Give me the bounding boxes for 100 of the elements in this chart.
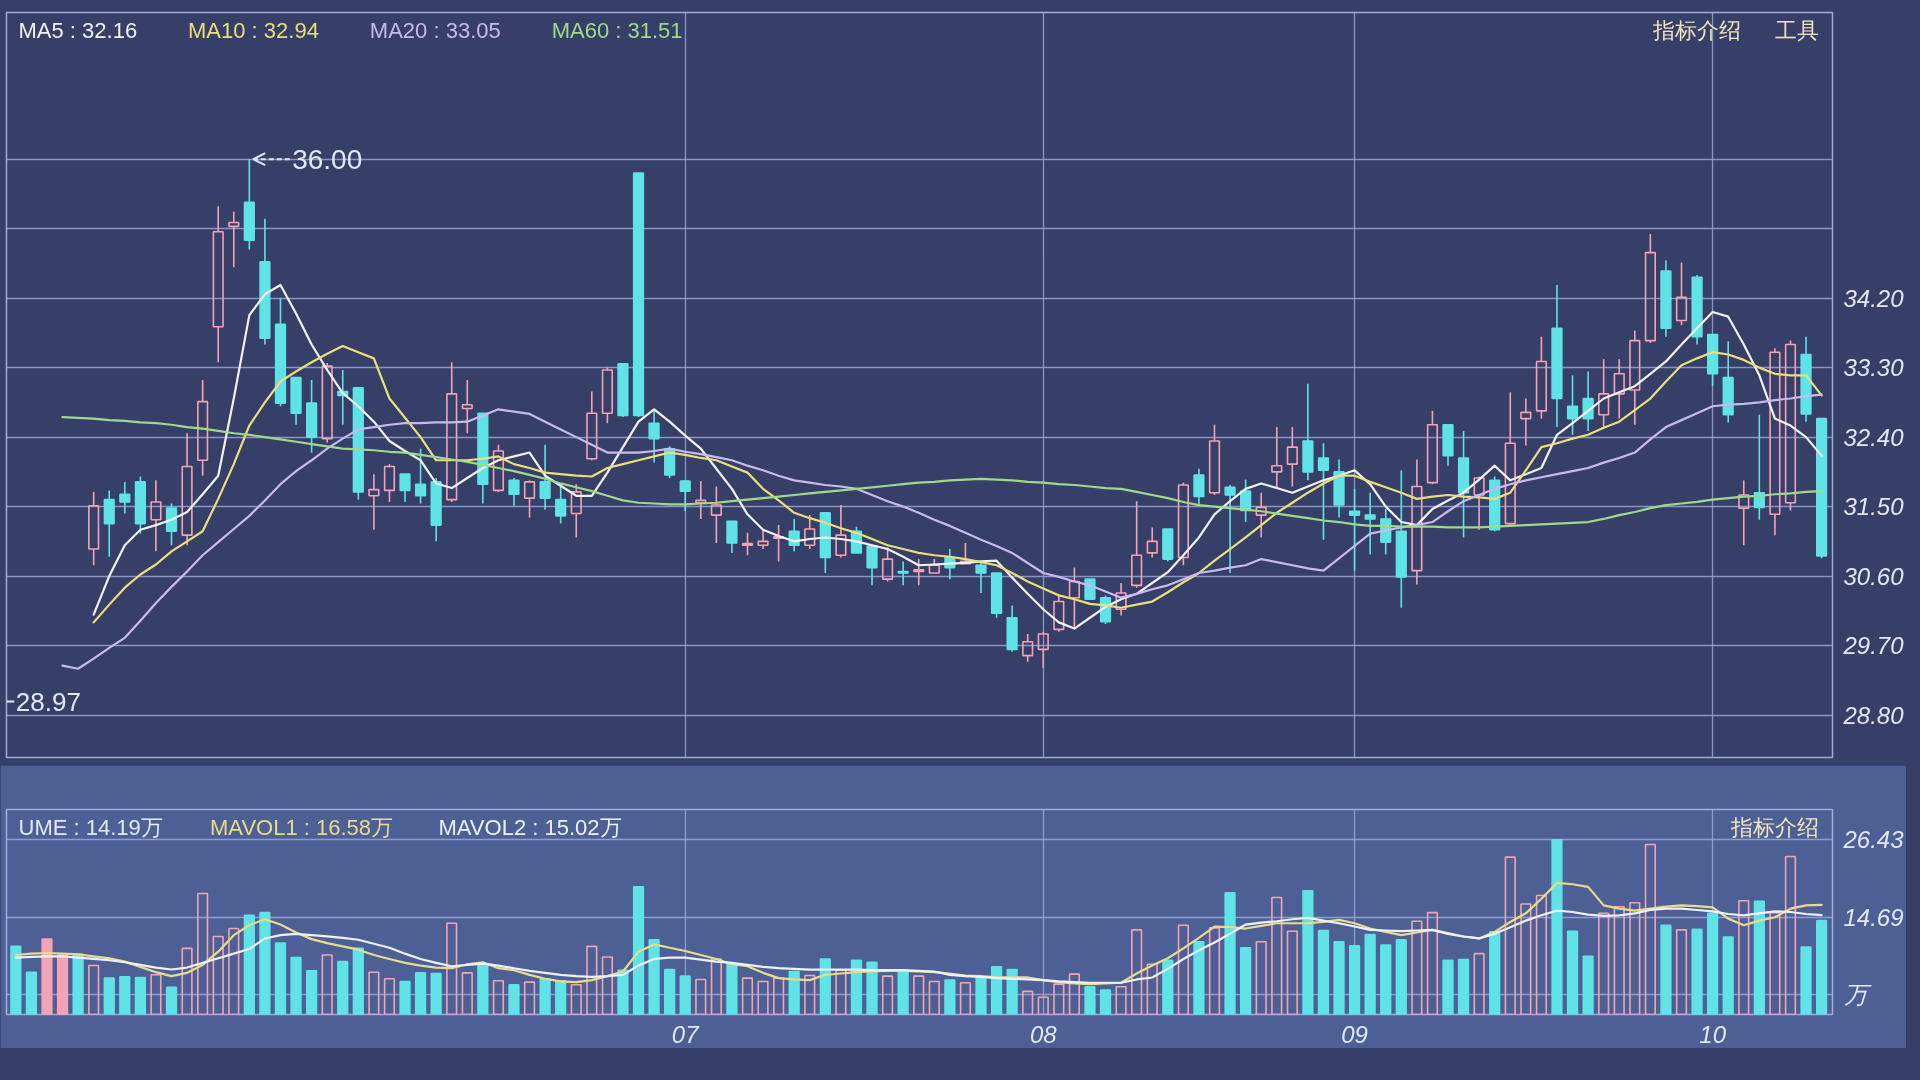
bar <box>866 961 878 1015</box>
bar <box>368 971 380 1015</box>
bar <box>1099 989 1112 1015</box>
bar <box>1395 938 1407 1015</box>
line-series <box>61 415 1823 529</box>
bar <box>539 977 551 1015</box>
line-series <box>14 907 1823 984</box>
bar <box>555 979 567 1015</box>
bar <box>119 976 131 1015</box>
candlestick <box>1115 582 1127 617</box>
candlestick <box>1800 335 1812 423</box>
bar <box>1224 892 1236 1015</box>
bar <box>1022 990 1034 1015</box>
x-tick-label: 10 <box>1699 1020 1727 1048</box>
bar <box>1504 856 1516 1015</box>
bar <box>990 966 1003 1015</box>
bar <box>10 945 22 1015</box>
bar <box>1815 919 1828 1015</box>
bar <box>1115 985 1127 1015</box>
bar <box>1582 955 1594 1015</box>
candlestick <box>1286 426 1298 488</box>
bar <box>72 953 84 1015</box>
bar <box>1333 940 1345 1015</box>
candlestick <box>1053 594 1065 633</box>
bar <box>1675 929 1688 1015</box>
bar <box>1053 983 1065 1015</box>
bar <box>1380 944 1392 1015</box>
bar <box>679 975 691 1015</box>
bar <box>1302 890 1314 1015</box>
bar <box>897 970 909 1015</box>
y-tick-label: 32.40 <box>1843 423 1905 451</box>
candlestick <box>212 205 224 364</box>
bar <box>1411 920 1423 1015</box>
candlestick <box>1193 467 1205 506</box>
candlestick <box>1348 488 1361 572</box>
bar <box>1738 899 1750 1015</box>
annotation: 36.00 <box>292 143 363 175</box>
bar <box>321 954 333 1015</box>
bar <box>399 980 411 1015</box>
bar <box>632 886 645 1015</box>
bar <box>757 980 769 1015</box>
candlestick <box>1457 430 1470 539</box>
bar <box>1613 905 1625 1015</box>
bar <box>56 954 69 1015</box>
y-tick-label: 万 <box>1843 981 1872 1009</box>
x-tick-label: 07 <box>671 1020 701 1048</box>
line-series <box>92 283 1823 630</box>
candlestick <box>1629 329 1641 426</box>
candlestick <box>648 408 660 464</box>
bar <box>337 960 349 1015</box>
bar <box>41 938 53 1015</box>
bar <box>648 938 660 1015</box>
candlestick <box>1395 469 1407 609</box>
bar <box>1037 996 1049 1015</box>
bar <box>975 977 987 1015</box>
candlestick <box>757 528 769 550</box>
candlestick <box>446 361 458 503</box>
bar <box>726 963 738 1015</box>
bar <box>1286 930 1298 1015</box>
y-tick-label: 29.70 <box>1842 632 1905 660</box>
bar <box>1644 843 1656 1015</box>
bar <box>741 977 754 1015</box>
candlestick <box>228 210 240 269</box>
y-tick-label: 31.50 <box>1843 493 1905 521</box>
bar <box>944 979 956 1015</box>
bar <box>212 935 224 1015</box>
text: MAVOL2 : 15.02万 <box>438 815 622 840</box>
candlestick <box>430 477 442 543</box>
bar <box>1162 959 1174 1015</box>
bar <box>383 977 396 1015</box>
bar <box>88 964 100 1015</box>
line-series <box>61 393 1823 670</box>
candlestick <box>913 558 925 587</box>
bar <box>134 976 146 1015</box>
bar <box>1707 912 1719 1015</box>
bar <box>1426 911 1439 1015</box>
bar <box>1598 912 1610 1015</box>
candlestick <box>1473 475 1485 531</box>
candlestick <box>1769 347 1781 536</box>
annotation: 指标介绍 <box>1651 18 1741 43</box>
bar <box>601 956 614 1015</box>
bar <box>1271 896 1283 1015</box>
candlestick <box>1271 426 1283 490</box>
bar <box>461 972 473 1015</box>
candlestick <box>1146 526 1158 559</box>
bar <box>103 977 115 1015</box>
bar <box>570 983 582 1015</box>
bar <box>959 981 972 1015</box>
candlestick <box>897 560 909 587</box>
bar <box>804 974 816 1015</box>
candlestick <box>1333 458 1345 519</box>
candlestick <box>804 514 816 550</box>
candlestick <box>461 379 473 435</box>
bar <box>1769 911 1781 1015</box>
bar <box>1457 958 1470 1015</box>
bar <box>508 983 520 1015</box>
annotation: 工具 <box>1774 18 1819 43</box>
annotation: 28.97 <box>15 686 81 717</box>
candlestick <box>119 481 131 515</box>
bar <box>1551 838 1563 1015</box>
